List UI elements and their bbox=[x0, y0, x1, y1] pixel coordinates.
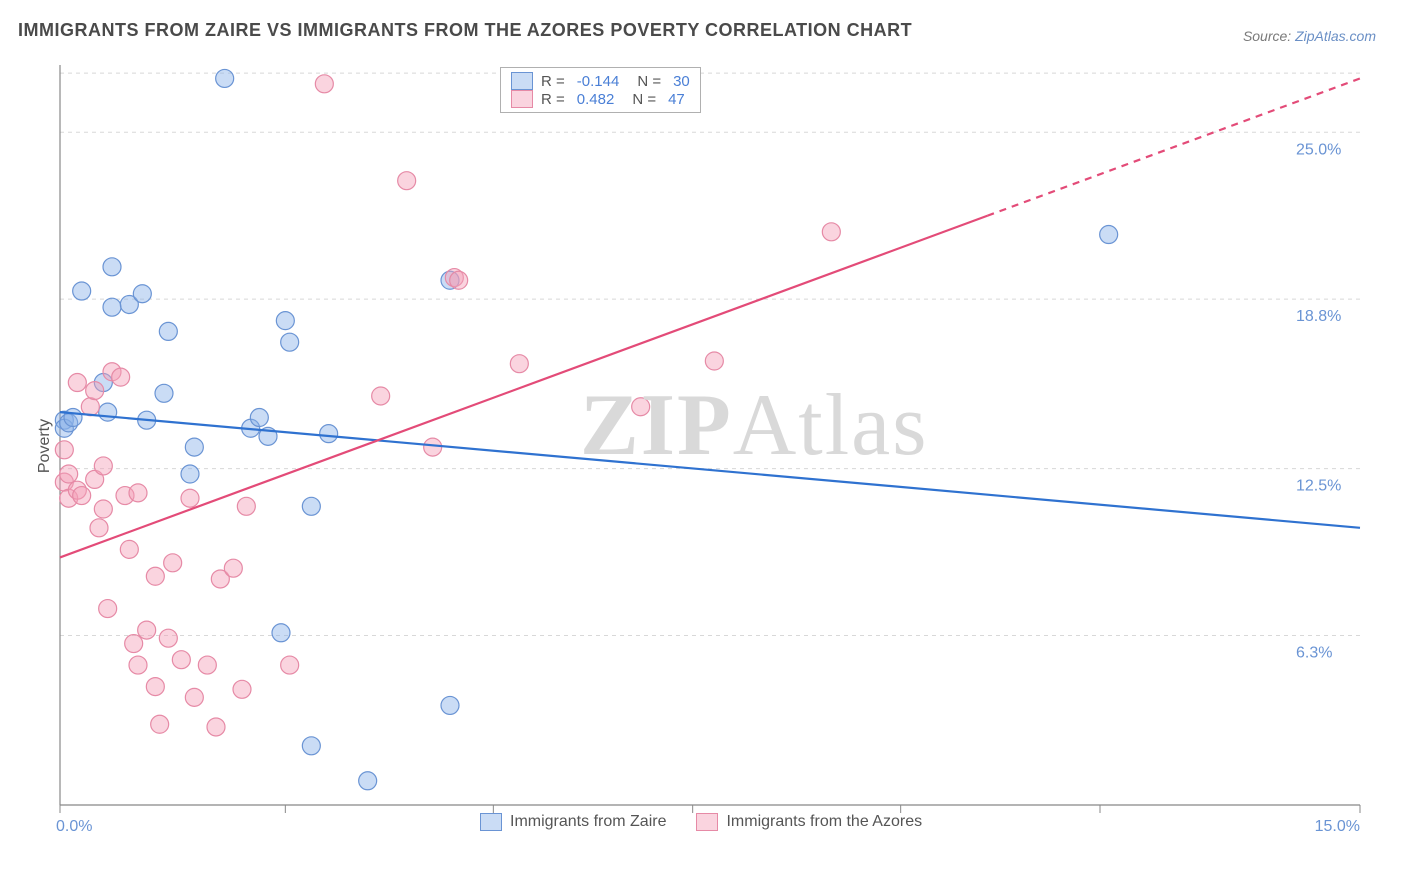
series-label: Immigrants from Zaire bbox=[510, 813, 666, 831]
series-legend-item: Immigrants from Zaire bbox=[480, 813, 666, 831]
legend-swatch bbox=[480, 813, 502, 831]
svg-text:12.5%: 12.5% bbox=[1296, 478, 1341, 495]
n-label: N = bbox=[632, 91, 656, 108]
scatter-plot: 6.3% 12.5% 18.8% 25.0% 0.0% 15.0% bbox=[50, 55, 1370, 835]
svg-text:0.0%: 0.0% bbox=[56, 818, 92, 835]
source-link[interactable]: ZipAtlas.com bbox=[1295, 28, 1376, 44]
legend-swatch bbox=[511, 90, 533, 108]
series-label: Immigrants from the Azores bbox=[726, 813, 922, 831]
n-value: 47 bbox=[668, 91, 685, 108]
r-label: R = bbox=[541, 91, 565, 108]
r-value: -0.144 bbox=[577, 73, 620, 90]
chart-area: ZIPAtlas 6.3%12.5%18.8%25.0%0.0%15.0% R … bbox=[50, 55, 1370, 835]
stats-legend-row: R = 0.482 N = 47 bbox=[511, 90, 690, 108]
n-value: 30 bbox=[673, 73, 690, 90]
svg-text:6.3%: 6.3% bbox=[1296, 644, 1332, 661]
chart-title: IMMIGRANTS FROM ZAIRE VS IMMIGRANTS FROM… bbox=[18, 20, 912, 41]
r-value: 0.482 bbox=[577, 91, 615, 108]
series-legend: Immigrants from Zaire Immigrants from the… bbox=[480, 813, 922, 831]
legend-swatch bbox=[696, 813, 718, 831]
n-label: N = bbox=[637, 73, 661, 90]
stats-legend-row: R = -0.144 N = 30 bbox=[511, 72, 690, 90]
series-legend-item: Immigrants from the Azores bbox=[696, 813, 922, 831]
svg-text:15.0%: 15.0% bbox=[1315, 818, 1360, 835]
source-prefix: Source: bbox=[1243, 28, 1295, 44]
source-citation: Source: ZipAtlas.com bbox=[1243, 28, 1376, 44]
r-label: R = bbox=[541, 73, 565, 90]
stats-legend: R = -0.144 N = 30 R = 0.482 N = 47 bbox=[500, 67, 701, 113]
svg-text:25.0%: 25.0% bbox=[1296, 141, 1341, 158]
legend-swatch bbox=[511, 72, 533, 90]
svg-text:18.8%: 18.8% bbox=[1296, 308, 1341, 325]
